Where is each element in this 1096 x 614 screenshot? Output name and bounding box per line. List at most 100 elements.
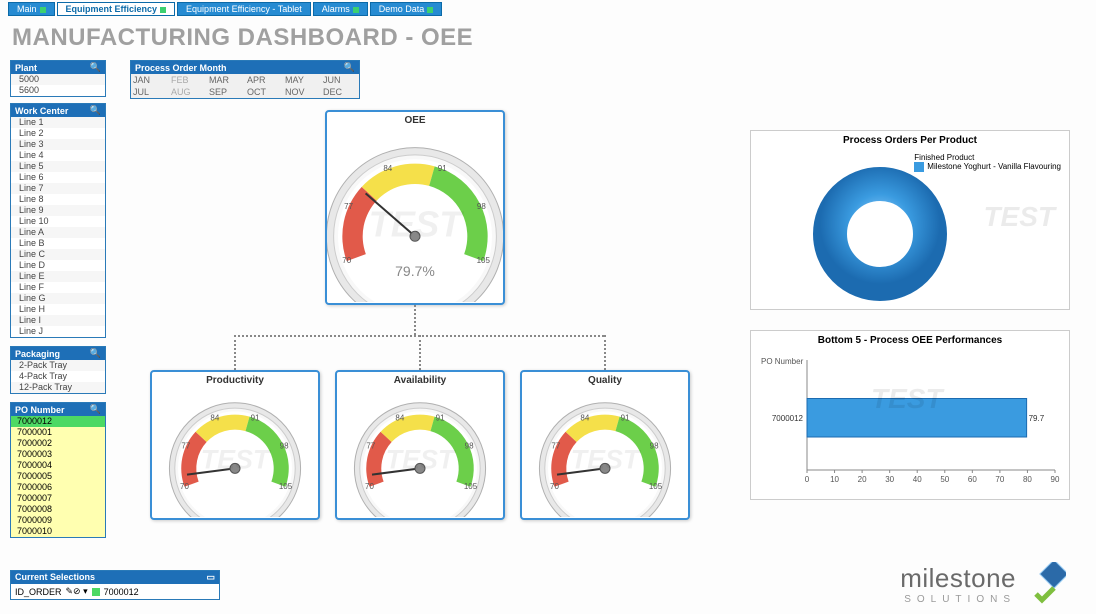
month-apr[interactable]: APR <box>245 74 283 86</box>
month-oct[interactable]: OCT <box>245 86 283 98</box>
svg-text:84: 84 <box>395 414 404 423</box>
list-item[interactable]: 7000004 <box>11 460 105 471</box>
list-item[interactable]: Line 4 <box>11 150 105 161</box>
connector <box>414 305 416 335</box>
month-dec[interactable]: DEC <box>321 86 359 98</box>
tab-equipment-efficiency[interactable]: Equipment Efficiency <box>57 2 176 16</box>
list-item[interactable]: 7000002 <box>11 438 105 449</box>
search-icon[interactable]: 🔍 <box>344 62 355 73</box>
availability-gauge: 7077849198105TEST <box>337 389 503 517</box>
list-item[interactable]: 7000005 <box>11 471 105 482</box>
list-item[interactable]: Line B <box>11 238 105 249</box>
filter-column: Plant🔍 50005600 Work Center🔍 Line 1Line … <box>10 60 106 546</box>
productivity-gauge-box: Productivity 7077849198105TEST <box>150 370 320 520</box>
legend-swatch <box>914 162 924 172</box>
list-item[interactable]: 7000008 <box>11 504 105 515</box>
list-item[interactable]: 12-Pack Tray <box>11 382 105 393</box>
search-icon[interactable]: 🔍 <box>90 348 101 359</box>
month-nov[interactable]: NOV <box>283 86 321 98</box>
svg-text:20: 20 <box>858 475 867 484</box>
month-jan[interactable]: JAN <box>131 74 169 86</box>
list-item[interactable]: Line A <box>11 227 105 238</box>
list-item[interactable]: 7000010 <box>11 526 105 537</box>
cursel-controls[interactable]: ▭ <box>206 572 215 583</box>
list-item[interactable]: 7000006 <box>11 482 105 493</box>
month-feb[interactable]: FEB <box>169 74 207 86</box>
list-item[interactable]: 7000007 <box>11 493 105 504</box>
availability-gauge-box: Availability 7077849198105TEST <box>335 370 505 520</box>
list-item[interactable]: Line C <box>11 249 105 260</box>
logo: milestone SOLUTIONS <box>900 562 1066 606</box>
list-item[interactable]: Line 9 <box>11 205 105 216</box>
clear-icon[interactable]: ✎⊘ ▾ <box>66 586 88 597</box>
tab-main[interactable]: Main <box>8 2 55 16</box>
search-icon[interactable]: 🔍 <box>90 404 101 415</box>
list-item[interactable]: Line E <box>11 271 105 282</box>
list-item[interactable]: 4-Pack Tray <box>11 371 105 382</box>
svg-text:77: 77 <box>181 442 190 451</box>
productivity-gauge: 7077849198105TEST <box>152 389 318 517</box>
list-item[interactable]: 7000003 <box>11 449 105 460</box>
svg-text:80: 80 <box>1023 475 1032 484</box>
list-item[interactable]: Line 2 <box>11 128 105 139</box>
tab-equipment-efficiency-tablet[interactable]: Equipment Efficiency - Tablet <box>177 2 311 16</box>
svg-text:77: 77 <box>366 442 375 451</box>
list-item[interactable]: Line 8 <box>11 194 105 205</box>
list-item[interactable]: Line D <box>11 260 105 271</box>
list-item[interactable]: Line F <box>11 282 105 293</box>
svg-text:91: 91 <box>436 414 445 423</box>
bar-svg: PO Number0102030405060708090700001279.7 <box>751 350 1067 494</box>
svg-text:50: 50 <box>940 475 949 484</box>
svg-text:105: 105 <box>477 256 491 265</box>
list-item[interactable]: Line 10 <box>11 216 105 227</box>
svg-text:60: 60 <box>968 475 977 484</box>
svg-text:105: 105 <box>649 482 663 491</box>
list-item[interactable]: Line J <box>11 326 105 337</box>
month-mar[interactable]: MAR <box>207 74 245 86</box>
list-item[interactable]: 7000012 <box>11 416 105 427</box>
plant-title: Plant <box>15 63 37 73</box>
cursel-field: ID_ORDER <box>15 587 62 597</box>
tab-alarms[interactable]: Alarms <box>313 2 368 16</box>
list-item[interactable]: Line 7 <box>11 183 105 194</box>
search-icon[interactable]: 🔍 <box>90 105 101 116</box>
svg-text:40: 40 <box>913 475 922 484</box>
quality-title: Quality <box>522 372 688 389</box>
bar-chart: Bottom 5 - Process OEE Performances PO N… <box>750 330 1070 500</box>
list-item[interactable]: 2-Pack Tray <box>11 360 105 371</box>
svg-text:70: 70 <box>180 482 189 491</box>
list-item[interactable]: 5000 <box>11 74 105 85</box>
svg-text:98: 98 <box>650 442 659 451</box>
svg-text:70: 70 <box>995 475 1004 484</box>
list-item[interactable]: 5600 <box>11 85 105 96</box>
donut-chart: Process Orders Per Product Finished Prod… <box>750 130 1070 310</box>
list-item[interactable]: 7000009 <box>11 515 105 526</box>
svg-text:7000012: 7000012 <box>772 414 804 423</box>
svg-text:79.7%: 79.7% <box>395 263 435 279</box>
month-aug[interactable]: AUG <box>169 86 207 98</box>
list-item[interactable]: Line 5 <box>11 161 105 172</box>
month-jun[interactable]: JUN <box>321 74 359 86</box>
svg-text:70: 70 <box>365 482 374 491</box>
tab-demo-data[interactable]: Demo Data <box>370 2 443 16</box>
search-icon[interactable]: 🔍 <box>90 62 101 73</box>
svg-text:91: 91 <box>438 164 447 173</box>
current-selections: Current Selections▭ ID_ORDER ✎⊘ ▾ 700001… <box>10 570 220 600</box>
donut-legend: Finished Product Milestone Yoghurt - Van… <box>914 153 1061 172</box>
plant-panel: Plant 🔍 50005600 <box>10 60 106 97</box>
svg-text:TEST: TEST <box>201 444 272 474</box>
list-item[interactable]: Line I <box>11 315 105 326</box>
quality-gauge-box: Quality 7077849198105TEST <box>520 370 690 520</box>
month-may[interactable]: MAY <box>283 74 321 86</box>
svg-text:84: 84 <box>580 414 589 423</box>
list-item[interactable]: Line 3 <box>11 139 105 150</box>
month-jul[interactable]: JUL <box>131 86 169 98</box>
list-item[interactable]: Line H <box>11 304 105 315</box>
list-item[interactable]: Line 1 <box>11 117 105 128</box>
list-item[interactable]: 7000001 <box>11 427 105 438</box>
oee-gauge-title: OEE <box>327 112 503 129</box>
list-item[interactable]: Line G <box>11 293 105 304</box>
svg-text:70: 70 <box>550 482 559 491</box>
list-item[interactable]: Line 6 <box>11 172 105 183</box>
month-sep[interactable]: SEP <box>207 86 245 98</box>
